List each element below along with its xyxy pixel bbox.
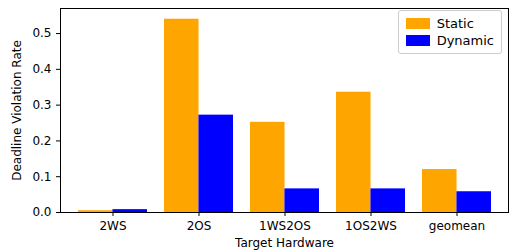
svg-text:geomean: geomean	[429, 219, 485, 233]
svg-text:0.0: 0.0	[32, 205, 51, 219]
svg-text:1OS2WS: 1OS2WS	[345, 219, 397, 233]
svg-text:0.2: 0.2	[32, 134, 51, 148]
html-text:Static: Static	[436, 16, 474, 31]
svg-text:0.4: 0.4	[32, 62, 51, 76]
svg-text:2WS: 2WS	[99, 219, 126, 233]
svg-text:1WS2OS: 1WS2OS	[259, 219, 311, 233]
svg-text:Deadline Violation Rate: Deadline Violation Rate	[10, 40, 24, 181]
html-text:Dynamic: Dynamic	[436, 33, 494, 48]
svg-text:0.3: 0.3	[32, 98, 51, 112]
svg-text:2OS: 2OS	[187, 219, 212, 233]
svg-text:0.1: 0.1	[32, 170, 51, 184]
svg-text:0.5: 0.5	[32, 26, 51, 40]
svg-text:Target Hardware: Target Hardware	[234, 236, 334, 250]
